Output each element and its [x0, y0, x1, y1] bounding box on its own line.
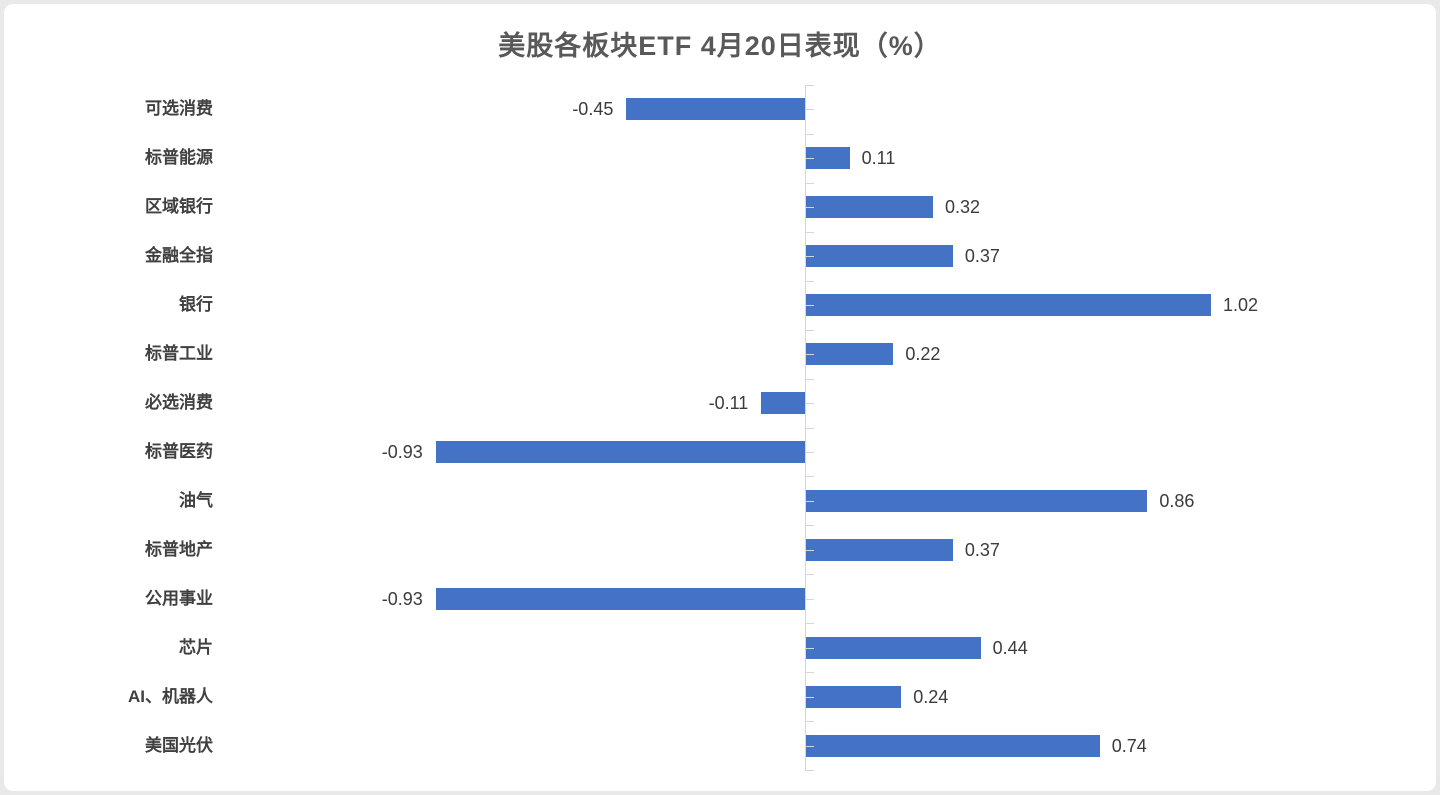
- data-label: 1.02: [1222, 295, 1258, 316]
- data-label: 0.24: [913, 686, 949, 707]
- chart-title: 美股各板块ETF 4月20日表现（%）: [498, 31, 942, 61]
- axis-tick: [805, 85, 814, 86]
- category-label: 美国光伏: [145, 735, 213, 755]
- data-label: 0.37: [964, 246, 1000, 267]
- axis-tick: [805, 696, 814, 698]
- category-label: 标普工业: [145, 344, 213, 364]
- category-label: 区域银行: [145, 197, 213, 217]
- category-label: 油气: [179, 490, 213, 510]
- axis-tick: [805, 427, 814, 429]
- category-label: 银行: [179, 295, 213, 315]
- category-label: 标普地产: [145, 539, 213, 559]
- category-label: 可选消费: [145, 99, 213, 119]
- bar-1: [626, 98, 805, 121]
- bar-9: [806, 489, 1148, 512]
- axis-tick: [805, 574, 814, 576]
- axis-tick: [805, 770, 814, 772]
- category-label: 标普医药: [145, 441, 213, 461]
- bar-13: [806, 685, 902, 708]
- category-label: 金融全指: [145, 246, 213, 266]
- axis-tick: [805, 672, 814, 674]
- bar-2: [806, 147, 850, 170]
- data-label: 0.44: [992, 637, 1028, 658]
- axis-tick: [805, 525, 814, 527]
- category-label: 必选消费: [145, 393, 213, 413]
- bar-6: [806, 343, 894, 366]
- axis-tick: [805, 623, 814, 625]
- data-label: 0.37: [964, 539, 1000, 560]
- axis-tick: [805, 500, 814, 502]
- axis-tick: [805, 476, 814, 478]
- bar-12: [806, 636, 981, 659]
- axis-tick: [805, 158, 814, 160]
- axis-tick: [805, 378, 814, 380]
- bar-14: [806, 734, 1100, 757]
- bar-8: [435, 440, 805, 463]
- category-label: 公用事业: [145, 588, 213, 608]
- axis-tick: [805, 549, 814, 551]
- axis-tick: [805, 182, 814, 184]
- bar-10: [806, 538, 953, 561]
- data-label: 0.86: [1159, 490, 1195, 511]
- bar-3: [806, 196, 934, 219]
- data-label: 0.74: [1111, 735, 1147, 756]
- data-label: 0.22: [905, 344, 941, 365]
- axis-tick: [805, 207, 814, 209]
- data-label: 0.32: [945, 197, 981, 218]
- bar-7: [761, 392, 805, 415]
- axis-tick: [805, 109, 814, 111]
- axis-tick: [805, 354, 814, 356]
- axis-tick: [805, 451, 814, 453]
- axis-tick: [805, 280, 814, 282]
- axis-tick: [805, 598, 814, 600]
- axis-tick: [805, 256, 814, 258]
- category-label: 标普能源: [145, 148, 213, 168]
- axis-tick: [805, 721, 814, 723]
- data-label: -0.45: [572, 99, 614, 120]
- bar-5: [806, 294, 1211, 317]
- axis-tick: [805, 745, 814, 747]
- chart-card: [4, 4, 1436, 791]
- data-label: 0.11: [861, 148, 896, 169]
- axis-tick: [805, 231, 814, 233]
- bar-11: [435, 587, 805, 610]
- axis-tick: [805, 133, 814, 135]
- bar-4: [806, 245, 953, 268]
- category-label: AI、机器人: [128, 686, 213, 706]
- data-label: -0.93: [381, 441, 423, 462]
- data-label: -0.11: [708, 393, 749, 414]
- axis-tick: [805, 647, 814, 649]
- axis-tick: [805, 305, 814, 307]
- data-label: -0.93: [381, 588, 423, 609]
- axis-tick: [805, 403, 814, 405]
- axis-tick: [805, 329, 814, 331]
- category-label: 芯片: [179, 637, 213, 657]
